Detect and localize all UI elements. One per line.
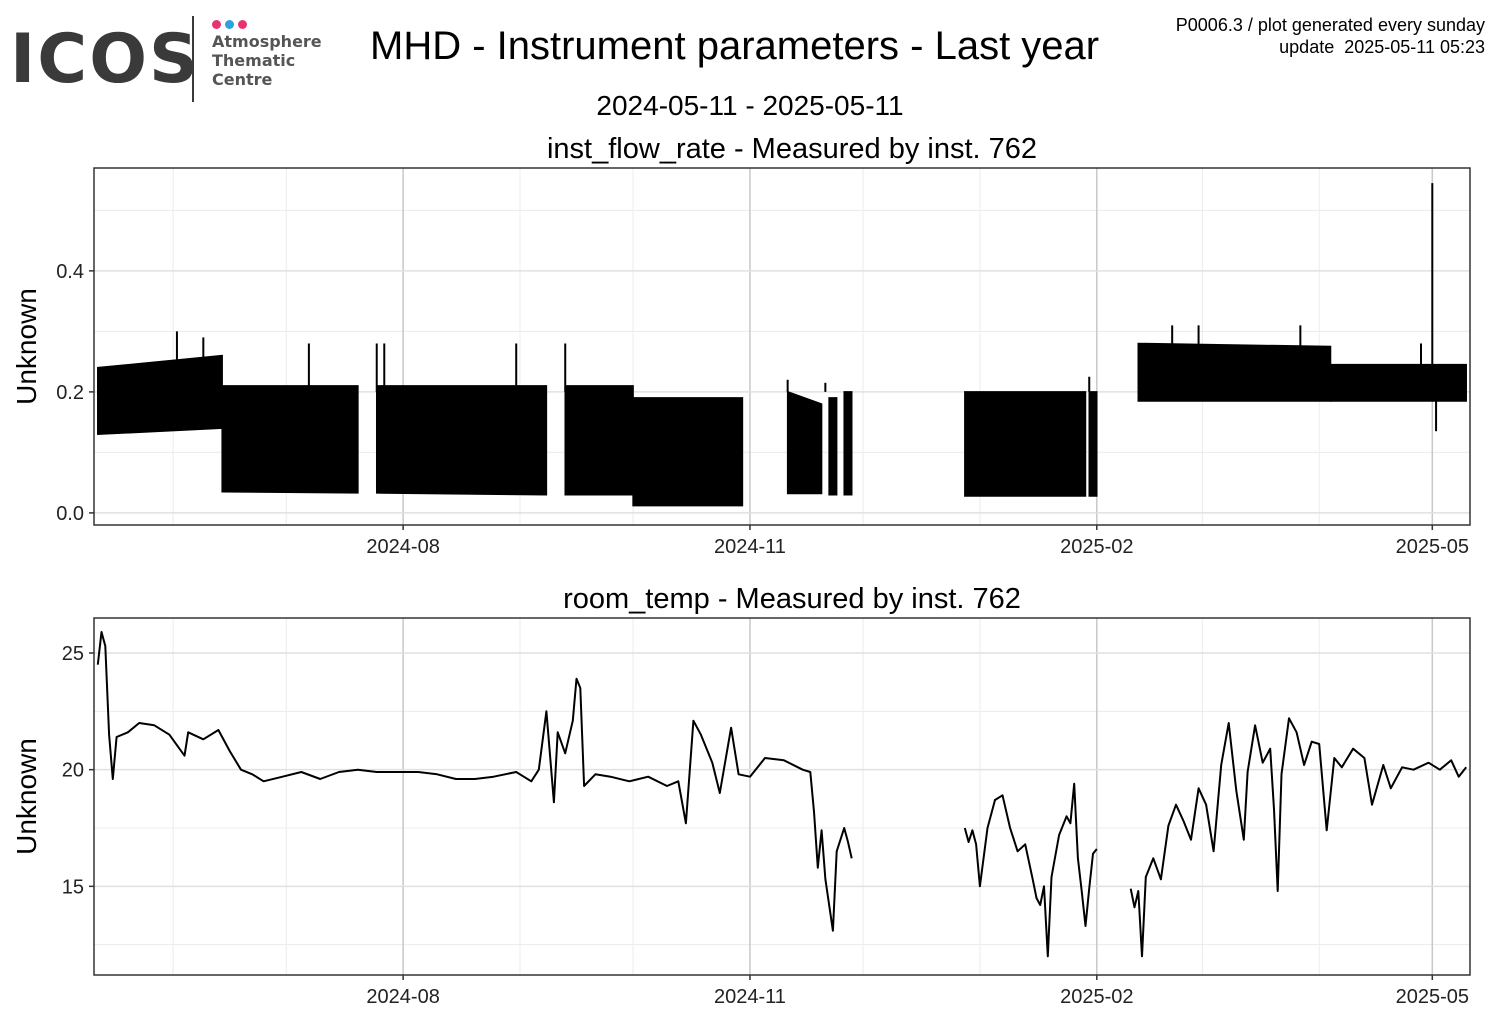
room-temp-panel: 15 20 25 2024-08 2024-11 2025-02 2025-05 room_t… <box>11 583 1471 1008</box>
x-tick-label: 2024-11 <box>714 986 786 1008</box>
flow-rate-band <box>1088 391 1098 497</box>
logo-wordmark: ICOS <box>10 20 200 99</box>
flow-rate-band <box>1137 342 1332 402</box>
page-title: MHD - Instrument parameters - Last year <box>370 24 1100 68</box>
y-tick-label: 0.2 <box>56 382 84 404</box>
logo-subtitle: Atmosphere Thematic Centre <box>212 32 322 89</box>
flow-rate-band <box>375 385 548 496</box>
data-series <box>96 631 1467 958</box>
panel-title: room_temp - Measured by inst. 762 <box>563 583 1021 615</box>
generation-info: P0006.3 / plot generated every sunday upd… <box>1176 14 1485 58</box>
x-tick-label: 2025-02 <box>1060 536 1133 558</box>
logo-line-3: Centre <box>212 70 273 89</box>
generation-info-line-2: update 2025-05-11 05:23 <box>1279 37 1485 57</box>
room-temp-line <box>1129 717 1467 958</box>
panel-border <box>93 167 1471 526</box>
logo-dot <box>225 20 234 29</box>
x-tick-label: 2024-08 <box>366 536 439 558</box>
flow-rate-band <box>843 391 853 496</box>
logo-dot <box>212 20 221 29</box>
logo-dot <box>238 20 247 29</box>
flow-rate-band <box>964 391 1087 497</box>
logo-line-2: Thematic <box>212 51 296 70</box>
x-tick-label: 2024-11 <box>714 536 786 558</box>
y-tick-label: 0.4 <box>56 261 84 283</box>
y-axis-label: Unknown <box>11 288 42 405</box>
y-tick-label: 25 <box>62 643 84 665</box>
flow-rate-band <box>221 385 359 494</box>
flow-rate-band <box>828 397 838 496</box>
x-tick-label: 2025-05 <box>1396 536 1469 558</box>
data-series <box>97 183 1467 507</box>
x-tick-label: 2025-02 <box>1060 986 1133 1008</box>
logo-divider <box>192 16 194 102</box>
logo-dots <box>212 16 251 29</box>
flow-rate-band <box>1329 363 1467 402</box>
flow-rate-panel: 0.0 0.2 0.4 2024-08 2024-11 2025-02 2025-05 ins… <box>11 133 1471 558</box>
flow-rate-band <box>564 385 634 496</box>
icos-logo: ICOS Atmosphere Thematic Centre <box>8 12 328 107</box>
generation-info-line-1: P0006.3 / plot generated every sunday <box>1175 15 1485 35</box>
y-tick-label: 0.0 <box>56 503 84 525</box>
panel-title: inst_flow_rate - Measured by inst. 762 <box>547 133 1037 165</box>
room-temp-line <box>963 782 1098 958</box>
y-tick-label: 15 <box>62 876 84 898</box>
logo-line-1: Atmosphere <box>212 32 322 51</box>
x-tick-label: 2024-08 <box>366 986 439 1008</box>
date-range: 2024-05-11 - 2025-05-11 <box>596 90 904 121</box>
flow-rate-band <box>786 390 823 495</box>
y-tick-label: 20 <box>62 760 84 782</box>
room-temp-line <box>96 631 853 932</box>
y-axis-label: Unknown <box>11 738 42 855</box>
x-tick-label: 2025-05 <box>1396 986 1469 1008</box>
panel-border <box>93 617 1471 976</box>
flow-rate-band <box>632 397 744 507</box>
